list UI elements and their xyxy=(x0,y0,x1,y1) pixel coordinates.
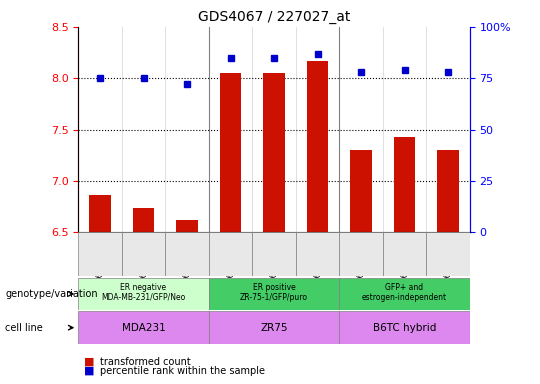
Text: MDA231: MDA231 xyxy=(122,323,165,333)
Bar xyxy=(122,232,165,276)
Bar xyxy=(133,208,154,232)
Bar xyxy=(307,61,328,232)
Bar xyxy=(78,278,209,310)
Text: cell line: cell line xyxy=(5,323,43,333)
Bar xyxy=(394,137,415,232)
Bar xyxy=(165,232,209,276)
Text: ER positive
ZR-75-1/GFP/puro: ER positive ZR-75-1/GFP/puro xyxy=(240,283,308,302)
Bar xyxy=(263,73,285,232)
Bar xyxy=(437,150,459,232)
Text: ZR75: ZR75 xyxy=(260,323,288,333)
Title: GDS4067 / 227027_at: GDS4067 / 227027_at xyxy=(198,10,350,25)
Bar xyxy=(296,232,339,276)
Bar xyxy=(78,232,122,276)
Bar xyxy=(89,195,111,232)
Bar xyxy=(383,232,426,276)
Bar xyxy=(209,278,339,310)
Text: genotype/variation: genotype/variation xyxy=(5,289,98,299)
Text: GFP+ and
estrogen-independent: GFP+ and estrogen-independent xyxy=(362,283,447,302)
Bar xyxy=(252,232,296,276)
Bar xyxy=(176,220,198,232)
Bar xyxy=(339,311,470,344)
Bar xyxy=(209,311,339,344)
Text: ER negative
MDA-MB-231/GFP/Neo: ER negative MDA-MB-231/GFP/Neo xyxy=(102,283,186,302)
Bar xyxy=(339,232,383,276)
Text: percentile rank within the sample: percentile rank within the sample xyxy=(100,366,265,376)
Text: B6TC hybrid: B6TC hybrid xyxy=(373,323,436,333)
Text: ■: ■ xyxy=(84,366,94,376)
Bar xyxy=(78,311,209,344)
Bar xyxy=(350,150,372,232)
Bar xyxy=(220,73,241,232)
Bar xyxy=(209,232,252,276)
Bar xyxy=(426,232,470,276)
Bar xyxy=(339,278,470,310)
Text: ■: ■ xyxy=(84,357,94,367)
Text: transformed count: transformed count xyxy=(100,357,191,367)
